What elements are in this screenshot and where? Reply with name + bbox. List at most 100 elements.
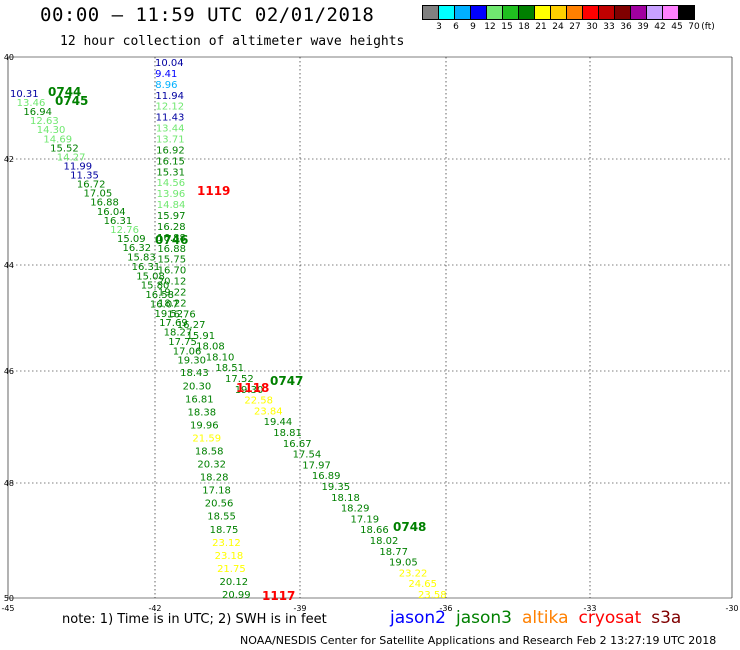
- lat-label: 48: [4, 479, 14, 488]
- swh-value: 12.12: [156, 102, 185, 113]
- swh-value: 15.83: [127, 253, 156, 264]
- legend-label: 27: [569, 22, 581, 32]
- swh-value: 24.65: [408, 579, 437, 590]
- swh-value: 21.59: [192, 433, 221, 444]
- lon-label: -45: [1, 604, 14, 613]
- swh-value: 19.05: [389, 558, 418, 569]
- swh-value: 14.30: [37, 125, 66, 136]
- satellite-key: jason2 jason3 altika cryosat s3a: [390, 608, 691, 628]
- satellite-name: s3a: [651, 608, 682, 628]
- swh-value: 16.88: [157, 244, 186, 255]
- swh-value: 18.58: [195, 446, 224, 457]
- swh-value: 16.72: [77, 180, 106, 191]
- color-legend-labels: 3 6 9 12 15 18 21 24 27 30 33 36 39 42 45 70 (ft): [422, 22, 728, 34]
- swh-value: 17.75: [168, 337, 197, 348]
- swh-value: 16.32: [123, 243, 152, 254]
- lat-label: 50: [4, 594, 14, 603]
- swh-value: 17.19: [350, 514, 379, 525]
- legend-label: 15: [501, 22, 513, 32]
- color-legend: [422, 5, 695, 20]
- swh-value: 8.96: [155, 80, 177, 91]
- swh-value: 15.31: [156, 167, 185, 178]
- swh-value: 15.91: [186, 331, 215, 342]
- legend-label: 30: [586, 22, 598, 32]
- swh-value: 15.97: [157, 211, 186, 222]
- swh-value: 18.27: [164, 328, 193, 339]
- legend-label: 39: [637, 22, 649, 32]
- pass-label: 0745: [55, 94, 88, 108]
- footer-note: note: 1) Time is in UTC; 2) SWH is in fe…: [62, 612, 327, 627]
- swh-value: 14.69: [43, 134, 72, 145]
- satellite-name: jason3: [456, 608, 512, 628]
- swh-value: 18.38: [188, 407, 217, 418]
- legend-label: 3: [436, 22, 442, 32]
- swh-value: 16.31: [104, 216, 133, 227]
- legend-label: 18: [518, 22, 530, 32]
- swh-value: 18.81: [273, 428, 302, 439]
- swh-value: 16.58: [145, 290, 174, 301]
- lon-label: -33: [583, 604, 596, 613]
- legend-label: 21: [535, 22, 547, 32]
- swh-value: 16.89: [312, 471, 341, 482]
- swh-value: 9.41: [155, 69, 177, 80]
- swh-value: 19.52: [155, 309, 184, 320]
- swh-value: 16.15: [156, 156, 185, 167]
- swh-value: 13.44: [156, 124, 185, 135]
- swh-value: 22.58: [244, 396, 273, 407]
- pass-label: 0747: [270, 374, 303, 388]
- swh-value: 16.31: [132, 262, 161, 273]
- lon-label: -39: [293, 604, 306, 613]
- swh-value: 18.51: [215, 363, 244, 374]
- swh-value: 21.75: [217, 564, 246, 575]
- page-title: 00:00 – 11:59 UTC 02/01/2018: [40, 4, 375, 26]
- page-subtitle: 12 hour collection of altimeter wave hei…: [60, 34, 405, 49]
- legend-swatch: [678, 5, 695, 20]
- swh-value: 16.76: [167, 309, 196, 320]
- swh-value: 19.30: [177, 356, 206, 367]
- swh-value: 20.32: [197, 460, 226, 471]
- satellite-name: jason2: [390, 608, 446, 628]
- swh-value: 16.94: [23, 107, 52, 118]
- swh-value: 23.12: [212, 538, 241, 549]
- swh-value: 16.88: [157, 233, 186, 244]
- swh-value: 10.31: [10, 89, 39, 100]
- swh-value: 17.69: [159, 318, 188, 329]
- lon-label: -36: [439, 604, 452, 613]
- swh-value: 15.08: [136, 271, 165, 282]
- swh-value: 13.46: [17, 98, 46, 109]
- swh-value: 18.75: [210, 525, 239, 536]
- swh-value: 16.27: [177, 320, 206, 331]
- swh-value: 13.96: [157, 189, 186, 200]
- map-grid: [7, 56, 733, 599]
- swh-value: 18.18: [331, 493, 360, 504]
- swh-value: 12.76: [110, 225, 139, 236]
- lat-label: 40: [4, 53, 14, 62]
- swh-value: 16.07: [150, 299, 179, 310]
- swh-value: 12.63: [30, 116, 59, 127]
- legend-label: 24: [552, 22, 564, 32]
- legend-label: 33: [603, 22, 615, 32]
- swh-value: 20.56: [205, 499, 234, 510]
- swh-value: 11.99: [63, 161, 92, 172]
- swh-value: 20.12: [158, 277, 187, 288]
- swh-value: 14.27: [57, 152, 86, 163]
- swh-value: 17.54: [293, 450, 322, 461]
- swh-value: 16.04: [97, 207, 126, 218]
- pass-label: 1118: [236, 381, 269, 395]
- lon-label: -42: [148, 604, 161, 613]
- swh-value: 18.29: [341, 504, 370, 515]
- legend-label: 45: [671, 22, 683, 32]
- lon-label: -30: [725, 604, 738, 613]
- lat-label: 42: [4, 155, 14, 164]
- swh-value: 23.18: [215, 551, 244, 562]
- satellite-name: altika: [522, 608, 569, 628]
- swh-value: 16.92: [156, 145, 185, 156]
- swh-value: 17.05: [84, 189, 113, 200]
- pass-label: 0748: [393, 520, 426, 534]
- swh-value: 16.67: [283, 439, 312, 450]
- legend-label: 6: [453, 22, 459, 32]
- swh-value: 20.99: [222, 590, 251, 601]
- swh-value: 14.84: [157, 200, 186, 211]
- swh-value: 17.97: [302, 460, 331, 471]
- swh-value: 16.70: [158, 266, 187, 277]
